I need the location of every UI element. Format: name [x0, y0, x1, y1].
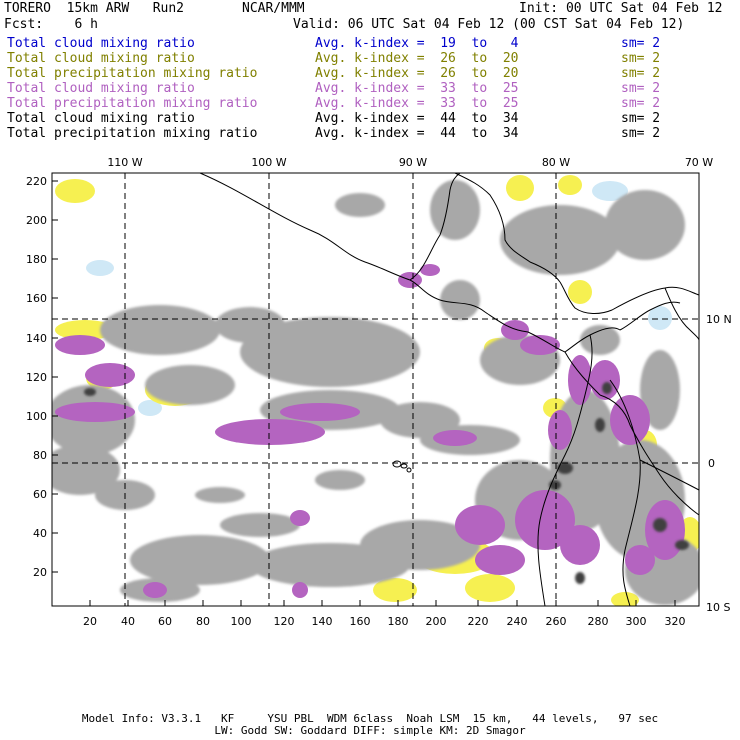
lat-lon-grid [52, 173, 699, 606]
legend-kindex: Avg. k-index = 33 to 25 [315, 81, 519, 96]
plot-frame [51, 172, 700, 607]
legend-row: Total cloud mixing ratio Avg. k-index = … [7, 81, 737, 96]
y-tick-label: 180 [26, 253, 47, 266]
organization: NCAR/MMM [242, 1, 305, 16]
x-tick-label: 200 [426, 615, 447, 628]
axis-labels: 110 W 100 W 90 W 80 W 70 W 10 N 0 10 S 2… [26, 156, 732, 628]
physics-info-line: LW: Godd SW: Goddard DIFF: simple KM: 2D… [214, 724, 526, 737]
model-info-line: Model Info: V3.3.1 KF YSU PBL WDM 6class… [81, 712, 659, 725]
y-tick-label: 160 [26, 292, 47, 305]
init-time: Init: 00 UTC Sat 04 Feb 12 [519, 1, 723, 16]
legend-row: Total precipitation mixing ratio Avg. k-… [7, 66, 737, 81]
lon-label: 80 W [542, 156, 570, 169]
lon-label: 70 W [685, 156, 713, 169]
y-tick-label: 20 [33, 566, 47, 579]
valid-time: Valid: 06 UTC Sat 04 Feb 12 (00 CST Sat … [293, 17, 685, 32]
precip-purple-layer [55, 264, 685, 598]
legend-row: Total cloud mixing ratio Avg. k-index = … [7, 51, 737, 66]
legend-field-label: Total cloud mixing ratio [7, 81, 195, 96]
legend-smoothing: sm= 2 [621, 111, 661, 126]
x-tick-label: 300 [626, 615, 647, 628]
y-tick-label: 200 [26, 214, 47, 227]
coastline [199, 173, 699, 606]
model-title: TORERO 15km ARW Run2 [4, 1, 185, 16]
x-tick-label: 140 [312, 615, 333, 628]
legend-field-label: Total precipitation mixing ratio [7, 66, 258, 81]
legend-row: Total precipitation mixing ratio Avg. k-… [7, 96, 737, 111]
legend-field-label: Total precipitation mixing ratio [7, 126, 258, 141]
legend-smoothing: sm= 2 [621, 96, 661, 111]
legend-smoothing: sm= 2 [621, 66, 661, 81]
lon-label: 90 W [399, 156, 427, 169]
legend-field-label: Total cloud mixing ratio [7, 51, 195, 66]
x-tick-label: 180 [388, 615, 409, 628]
x-tick-label: 20 [83, 615, 97, 628]
y-tick-label: 40 [33, 527, 47, 540]
x-tick-label: 280 [588, 615, 609, 628]
y-tick-label: 60 [33, 488, 47, 501]
lat-label: 0 [708, 457, 715, 470]
x-tick-label: 220 [468, 615, 489, 628]
legend-kindex: Avg. k-index = 19 to 4 [315, 36, 519, 51]
lat-label: 10 S [706, 601, 730, 614]
axis-ticks [52, 180, 676, 606]
legend-row: Total cloud mixing ratio Avg. k-index = … [7, 111, 737, 126]
x-tick-label: 100 [231, 615, 252, 628]
lon-label: 100 W [251, 156, 286, 169]
legend-row: Total cloud mixing ratio Avg. k-index = … [7, 36, 737, 51]
legend-row: Total precipitation mixing ratio Avg. k-… [7, 126, 737, 141]
x-tick-label: 240 [507, 615, 528, 628]
y-tick-label: 140 [26, 332, 47, 345]
legend-smoothing: sm= 2 [621, 51, 661, 66]
x-tick-label: 160 [350, 615, 371, 628]
weather-map: 110 W 100 W 90 W 80 W 70 W 10 N 0 10 S 2… [26, 156, 732, 628]
lon-label: 110 W [107, 156, 142, 169]
legend-kindex: Avg. k-index = 44 to 34 [315, 111, 519, 126]
legend-smoothing: sm= 2 [621, 126, 661, 141]
legend-kindex: Avg. k-index = 26 to 20 [315, 51, 519, 66]
x-tick-label: 320 [665, 615, 686, 628]
legend-smoothing: sm= 2 [621, 36, 661, 51]
y-tick-label: 220 [26, 175, 47, 188]
lat-label: 10 N [706, 313, 732, 326]
galapagos-islands [392, 460, 412, 473]
legend-field-label: Total cloud mixing ratio [7, 36, 195, 51]
x-tick-label: 260 [546, 615, 567, 628]
x-tick-label: 80 [196, 615, 210, 628]
legend-field-label: Total cloud mixing ratio [7, 111, 195, 126]
legend-field-label: Total precipitation mixing ratio [7, 96, 258, 111]
forecast-hour: Fcst: 6 h [4, 17, 98, 32]
cloud-gray-layer [52, 180, 699, 605]
x-tick-label: 60 [158, 615, 172, 628]
y-tick-label: 120 [26, 371, 47, 384]
x-tick-label: 40 [121, 615, 135, 628]
cloud-field [52, 173, 699, 606]
legend-kindex: Avg. k-index = 33 to 25 [315, 96, 519, 111]
y-tick-label: 80 [33, 449, 47, 462]
x-tick-label: 120 [274, 615, 295, 628]
legend-kindex: Avg. k-index = 44 to 34 [315, 126, 519, 141]
legend-kindex: Avg. k-index = 26 to 20 [315, 66, 519, 81]
y-tick-label: 100 [26, 410, 47, 423]
legend-smoothing: sm= 2 [621, 81, 661, 96]
